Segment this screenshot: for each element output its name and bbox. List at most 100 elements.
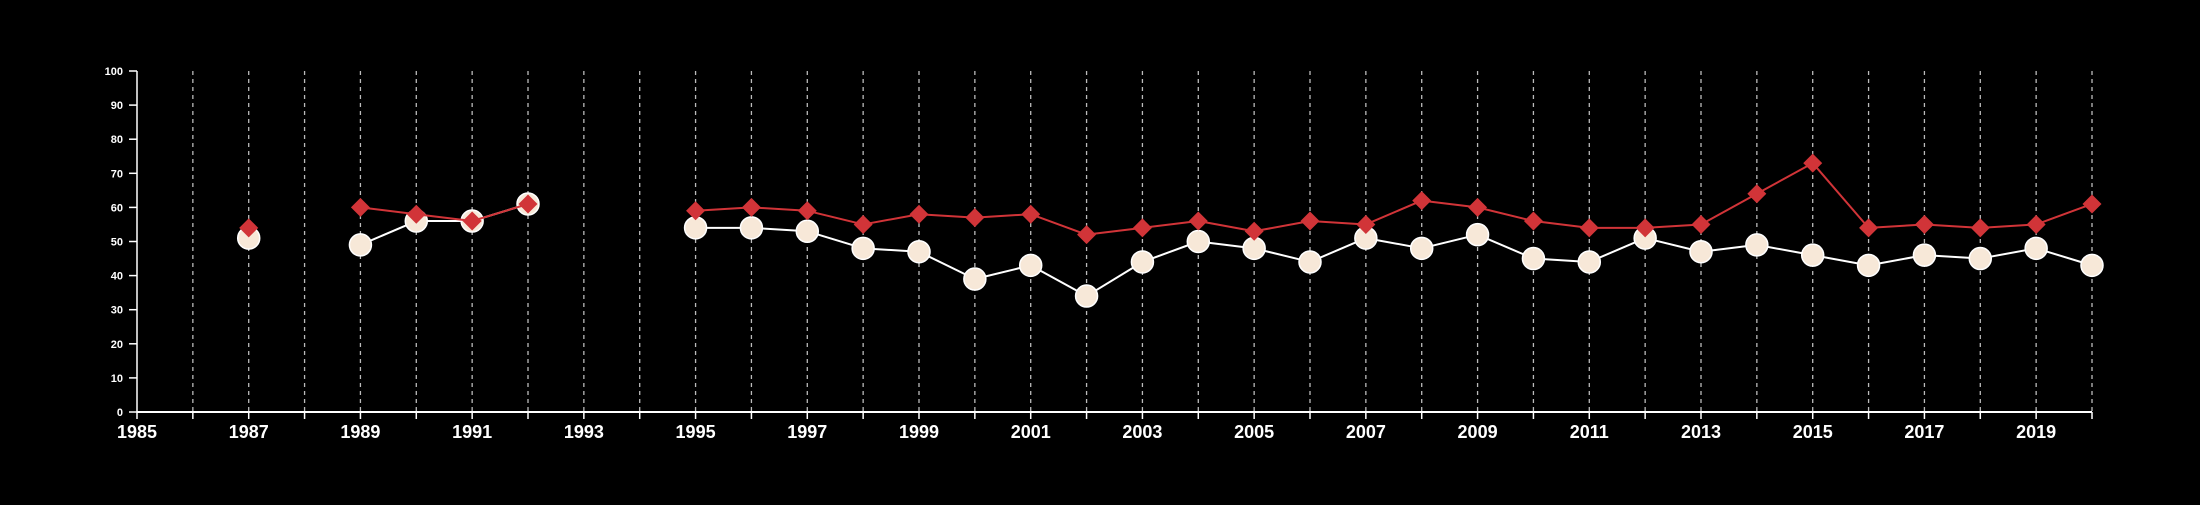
data-point-diamond	[1356, 214, 1376, 234]
x-tick-label: 2013	[1681, 422, 1721, 442]
series-line-segment	[1980, 223, 2037, 229]
y-tick-label: 10	[111, 373, 123, 385]
data-point-diamond	[909, 204, 929, 224]
y-tick-label: 90	[111, 100, 123, 112]
series-line-segment	[1421, 199, 1478, 209]
data-point-circle	[1968, 246, 1993, 271]
data-point-diamond	[1523, 211, 1543, 231]
x-tick-label: 2009	[1458, 422, 1498, 442]
data-point-diamond	[1747, 184, 1767, 204]
data-point-circle	[1912, 243, 1937, 267]
data-point-circle	[2080, 253, 2104, 278]
data-point-circle	[1018, 253, 1043, 278]
series-line-segment	[1365, 199, 1423, 226]
series-line-segment	[416, 213, 473, 223]
x-tick-label: 1989	[340, 422, 380, 442]
data-point-circle	[1745, 233, 1769, 257]
data-point-diamond	[2082, 194, 2102, 214]
data-point-diamond	[239, 218, 259, 238]
data-point-diamond	[462, 211, 482, 231]
series-line-segment	[1086, 226, 1143, 236]
series-line-segment	[1645, 223, 1702, 229]
data-point-circle	[2024, 236, 2048, 261]
data-point-diamond	[1803, 153, 1823, 173]
y-tick-label: 0	[117, 407, 123, 419]
series-line-segment	[751, 206, 808, 212]
series-line-segment	[471, 203, 529, 222]
data-point-diamond	[518, 194, 538, 214]
data-point-diamond	[1132, 218, 1152, 238]
x-tick-label: 1993	[564, 422, 604, 442]
data-point-diamond	[1412, 191, 1432, 211]
data-point-diamond	[741, 197, 761, 217]
data-point-circle	[1074, 284, 1099, 308]
series-line-segment	[1030, 213, 1087, 236]
data-point-diamond	[2026, 214, 2046, 234]
data-point-circle	[1856, 253, 1881, 278]
data-point-diamond	[1468, 197, 1488, 217]
series-line-segment	[1142, 220, 1199, 229]
series-line-segment	[1198, 220, 1255, 233]
x-tick-label: 2015	[1793, 422, 1833, 442]
series-line-segment	[1868, 223, 1925, 229]
data-point-diamond	[350, 197, 370, 217]
y-tick-label: 30	[111, 305, 123, 317]
data-point-diamond	[1188, 211, 1208, 231]
data-point-circle	[1409, 236, 1434, 261]
y-tick-label: 70	[111, 168, 123, 180]
data-point-diamond	[1635, 218, 1655, 238]
series-line-segment	[1533, 220, 1590, 229]
x-tick-label: 2005	[1234, 422, 1274, 442]
series-line-segment	[1811, 162, 1870, 229]
y-tick-label: 100	[105, 66, 123, 78]
series-diamond	[239, 153, 2102, 245]
series-line-segment	[1477, 206, 1534, 223]
data-point-diamond	[1691, 214, 1711, 234]
grid-layer	[192, 71, 2093, 412]
data-point-diamond	[686, 201, 706, 221]
y-tick-label: 20	[111, 339, 123, 351]
series-layer	[236, 153, 2104, 308]
data-point-circle	[1521, 246, 1546, 271]
data-point-circle	[963, 267, 987, 291]
data-point-diamond	[965, 208, 985, 228]
x-tick-label: 2001	[1011, 422, 1051, 442]
data-point-circle	[739, 216, 764, 240]
data-point-circle	[348, 233, 373, 257]
data-point-diamond	[1579, 218, 1599, 238]
x-tick-label: 1991	[452, 422, 492, 442]
data-point-circle	[1298, 250, 1322, 274]
y-tick-label: 40	[111, 271, 123, 283]
x-tick-label: 2017	[1904, 422, 1944, 442]
x-tick-label: 2003	[1122, 422, 1162, 442]
data-point-diamond	[1300, 211, 1320, 231]
series-line-segment	[1756, 162, 1814, 195]
data-point-circle	[1130, 250, 1155, 274]
series-circle	[236, 192, 2104, 308]
data-point-diamond	[1914, 214, 1934, 234]
x-tick-label: 1997	[787, 422, 827, 442]
series-line-segment	[695, 206, 752, 212]
x-tick-label: 2011	[1570, 422, 1609, 442]
series-line-segment	[862, 213, 920, 226]
x-tick-label: 1985	[117, 422, 157, 442]
data-point-diamond	[1077, 225, 1097, 245]
data-point-circle	[1186, 229, 1211, 254]
data-point-circle	[1689, 239, 1713, 264]
data-point-diamond	[797, 201, 817, 221]
y-tick-label: 80	[111, 134, 123, 146]
series-line-segment	[974, 213, 1031, 219]
data-point-diamond	[1859, 218, 1879, 238]
x-tick-label: 1995	[676, 422, 716, 442]
data-point-diamond	[406, 204, 426, 224]
x-tick-label: 2019	[2016, 422, 2056, 442]
y-tick-label: 50	[111, 237, 123, 249]
series-line-segment	[807, 209, 864, 226]
x-tick-label: 1999	[899, 422, 939, 442]
series-line-segment	[1309, 220, 1366, 226]
data-point-circle	[795, 219, 820, 244]
data-point-diamond	[1021, 204, 1041, 224]
series-line-segment	[1253, 220, 1311, 233]
